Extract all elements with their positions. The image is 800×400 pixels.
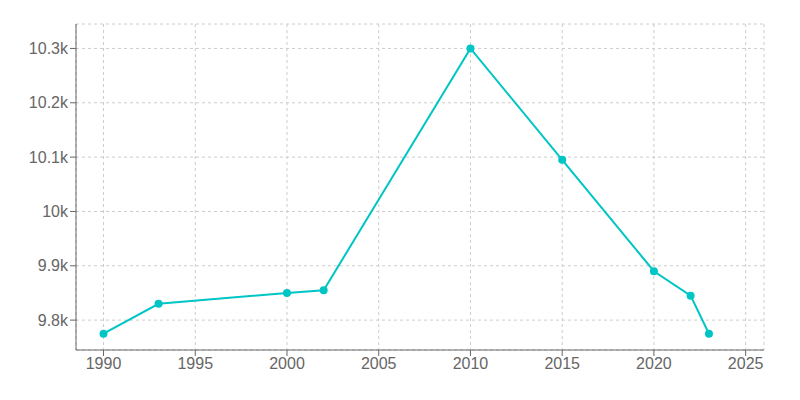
svg-text:2000: 2000: [269, 355, 305, 372]
svg-text:2010: 2010: [453, 355, 489, 372]
svg-text:10.3k: 10.3k: [29, 40, 69, 57]
svg-text:1990: 1990: [86, 355, 122, 372]
svg-text:9.9k: 9.9k: [38, 257, 69, 274]
svg-text:2020: 2020: [636, 355, 672, 372]
svg-text:10k: 10k: [42, 203, 69, 220]
svg-text:2025: 2025: [728, 355, 764, 372]
svg-text:10.1k: 10.1k: [29, 149, 69, 166]
svg-text:10.2k: 10.2k: [29, 94, 69, 111]
svg-text:2015: 2015: [544, 355, 580, 372]
svg-text:2005: 2005: [361, 355, 397, 372]
svg-text:9.8k: 9.8k: [38, 312, 69, 329]
svg-text:1995: 1995: [177, 355, 213, 372]
